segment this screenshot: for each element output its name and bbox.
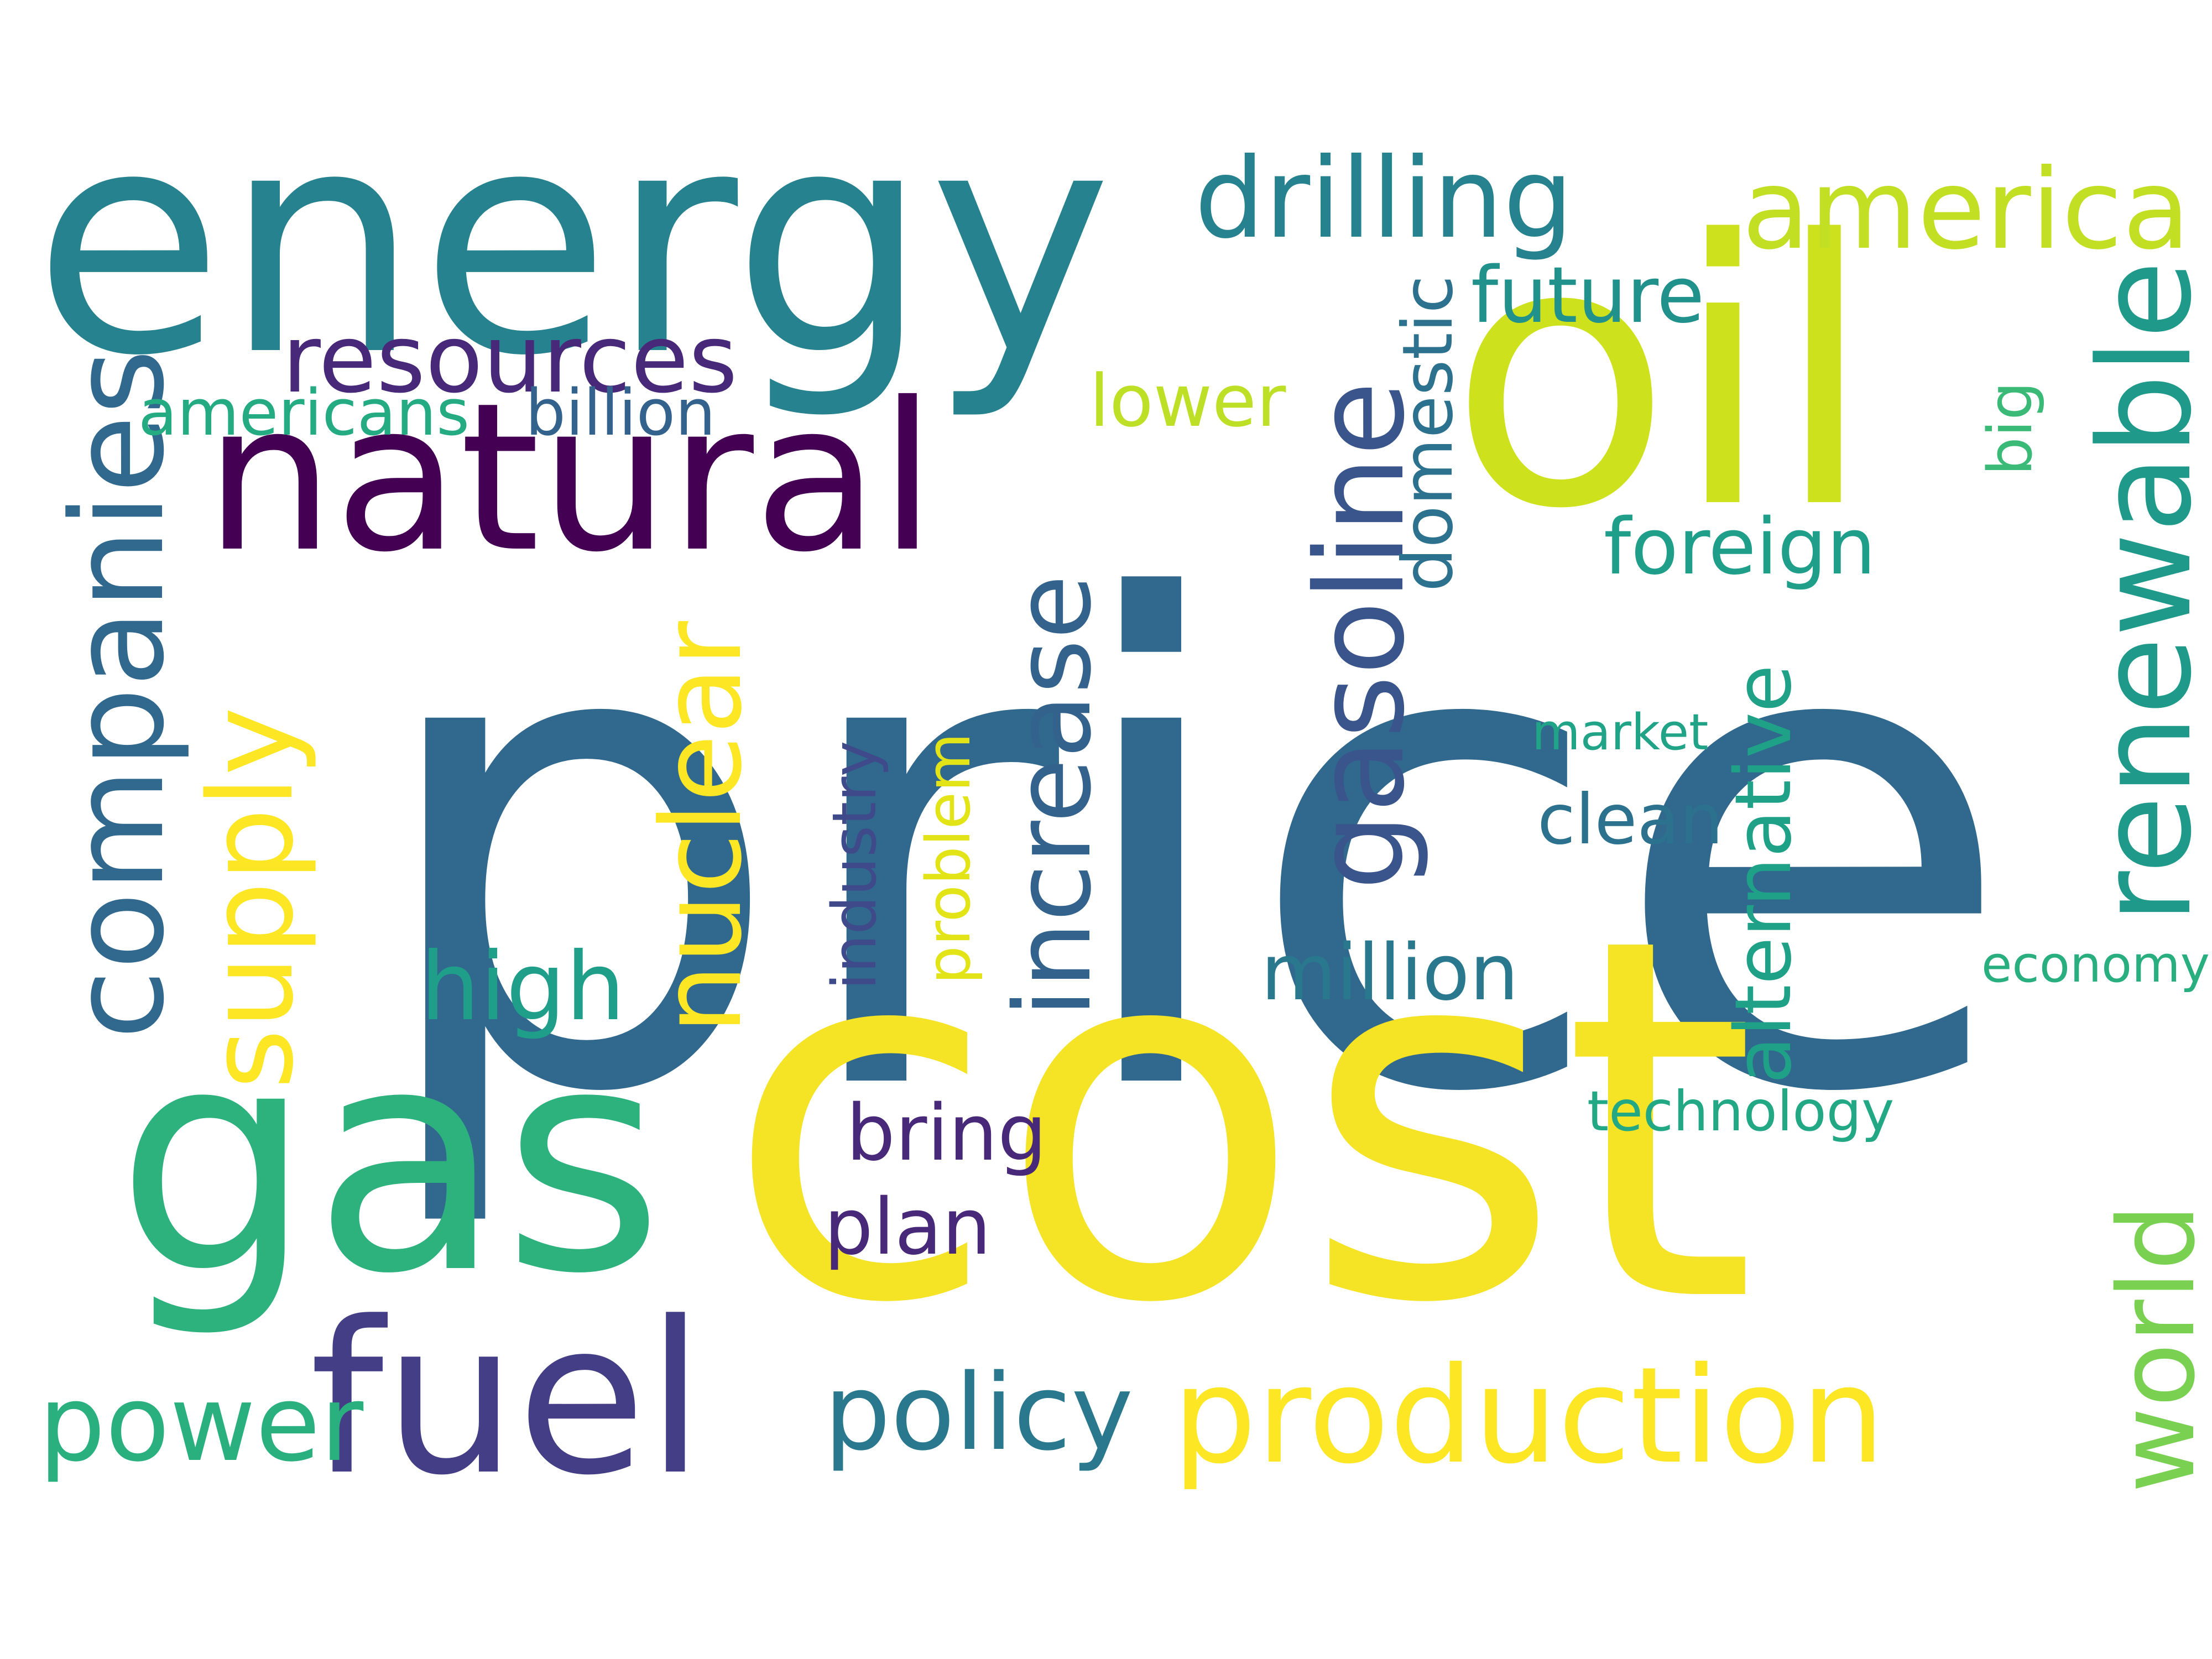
word-nuclear: nuclear [638,621,766,1034]
word-policy: policy [824,1352,1134,1474]
word-supply: supply [184,707,319,1089]
word-production: production [1172,1338,1885,1493]
word-problem: problem [913,732,984,984]
word-foreign: foreign [1604,502,1876,592]
word-high: high [420,932,625,1042]
word-price: price [365,465,2017,1238]
word-domestic: domestic [1388,275,1468,592]
word-natural: natural [205,359,936,597]
word-power: power [39,1363,364,1485]
word-resources: resources [282,305,738,414]
word-million: million [1261,928,1519,1018]
word-gas: gas [116,981,664,1342]
word-energy: energy [33,63,1113,424]
word-lower: lower [1089,359,1286,443]
word-renewable: renewable [2072,260,2212,924]
word-technology: technology [1587,1079,1895,1144]
word-america: america [1742,145,2190,274]
word-cost: cost [724,833,1757,1412]
word-bring: bring [846,1088,1047,1178]
word-drilling: drilling [1194,134,1574,263]
word-clean: clean [1537,780,1724,860]
word-fuel: fuel [310,1276,705,1521]
word-billion: billion [525,376,716,450]
word-alternative: alternative [1719,664,1809,1084]
word-future: future [1471,251,1705,341]
word-industry: industry [819,740,890,990]
word-plan: plan [824,1182,992,1272]
word-oil: oil [1449,163,1875,588]
word-increase: increase [992,575,1114,1018]
word-americans: americans [138,376,469,450]
word-world: world [2096,1203,2212,1493]
word-economy: economy [1981,936,2210,994]
word-big: big [1975,381,2046,476]
word-market: market [1532,703,1709,761]
word-companies: companies [45,348,192,1040]
